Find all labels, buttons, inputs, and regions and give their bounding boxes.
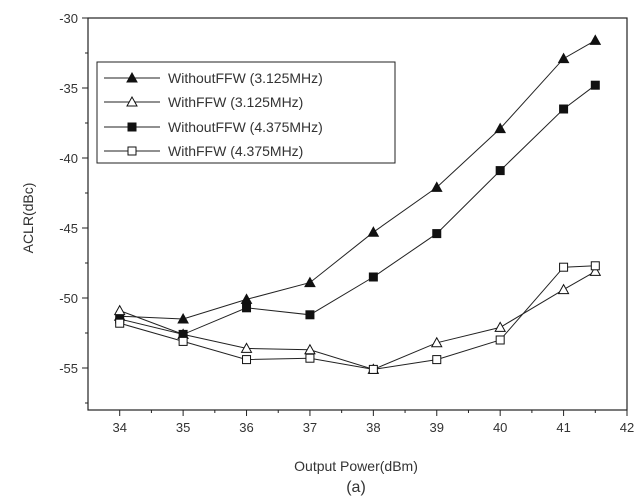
data-point — [559, 262, 569, 272]
legend-label: WithoutFFW (3.125MHz) — [168, 70, 323, 86]
x-tick-label: 42 — [620, 420, 634, 435]
data-point — [367, 226, 380, 237]
legend-label: WithoutFFW (4.375MHz) — [168, 119, 323, 135]
data-point — [494, 122, 507, 134]
plot-axes — [87, 17, 628, 411]
y-tick-label: -45 — [59, 221, 78, 236]
legend-label: WithFFW (3.125MHz) — [168, 94, 303, 110]
legend: WithoutFFW (3.125MHz) WithFFW (3.125MHz) W… — [96, 61, 396, 164]
data-point — [178, 336, 188, 346]
y-axis-title: ACLR(dBc) — [20, 183, 36, 254]
y-tick-label: -35 — [59, 81, 78, 96]
data-point — [305, 310, 315, 320]
figure-caption: (a) — [346, 479, 366, 496]
data-point — [557, 52, 570, 64]
x-tick-label: 40 — [493, 420, 507, 435]
series-line — [119, 265, 596, 370]
x-tick-label: 34 — [112, 420, 126, 435]
series-2 — [113, 265, 602, 374]
data-point — [115, 318, 125, 328]
y-tick-label: -55 — [59, 361, 78, 376]
data-point — [559, 104, 569, 114]
x-tick-label: 39 — [430, 420, 444, 435]
x-tick-label: 41 — [556, 420, 570, 435]
data-point — [242, 303, 252, 313]
legend-marker — [127, 146, 137, 156]
series-4 — [115, 261, 600, 374]
legend-label: WithFFW (4.375MHz) — [168, 143, 303, 159]
x-tick-label: 36 — [239, 420, 253, 435]
data-point — [304, 276, 316, 288]
data-point — [495, 166, 505, 176]
data-point — [177, 312, 189, 324]
data-point — [368, 272, 378, 282]
data-point — [240, 342, 253, 353]
data-point — [432, 229, 442, 239]
data-point — [495, 335, 505, 345]
data-point — [589, 265, 602, 276]
data-point — [494, 321, 507, 332]
data-point — [368, 364, 378, 374]
data-point — [305, 353, 315, 363]
x-tick-label: 35 — [176, 420, 190, 435]
y-tick-label: -40 — [59, 151, 78, 166]
data-point — [589, 34, 602, 45]
series-1 — [113, 34, 602, 324]
legend-marker — [126, 71, 138, 83]
legend-marker — [127, 122, 137, 132]
x-tick-label: 38 — [366, 420, 380, 435]
data-point — [557, 283, 570, 295]
data-point — [113, 304, 126, 316]
y-axis-ticks: -30 -35 -40 -45 -50 -55 — [59, 11, 88, 404]
data-point — [590, 261, 600, 271]
legend-marker — [126, 95, 138, 107]
data-point — [430, 181, 443, 192]
y-tick-label: -30 — [59, 11, 78, 26]
data-point — [590, 80, 600, 90]
data-point — [432, 355, 442, 365]
data-series — [113, 34, 602, 374]
y-tick-label: -50 — [59, 291, 78, 306]
x-tick-label: 37 — [303, 420, 317, 435]
series-3 — [115, 80, 600, 339]
plot-frame — [87, 17, 628, 411]
x-axis-title: Output Power(dBm) — [294, 458, 418, 474]
data-point — [242, 355, 252, 365]
data-point — [430, 336, 443, 348]
legend-box — [96, 61, 396, 164]
x-axis-ticks: 34 35 36 37 38 39 40 41 42 — [112, 410, 634, 435]
